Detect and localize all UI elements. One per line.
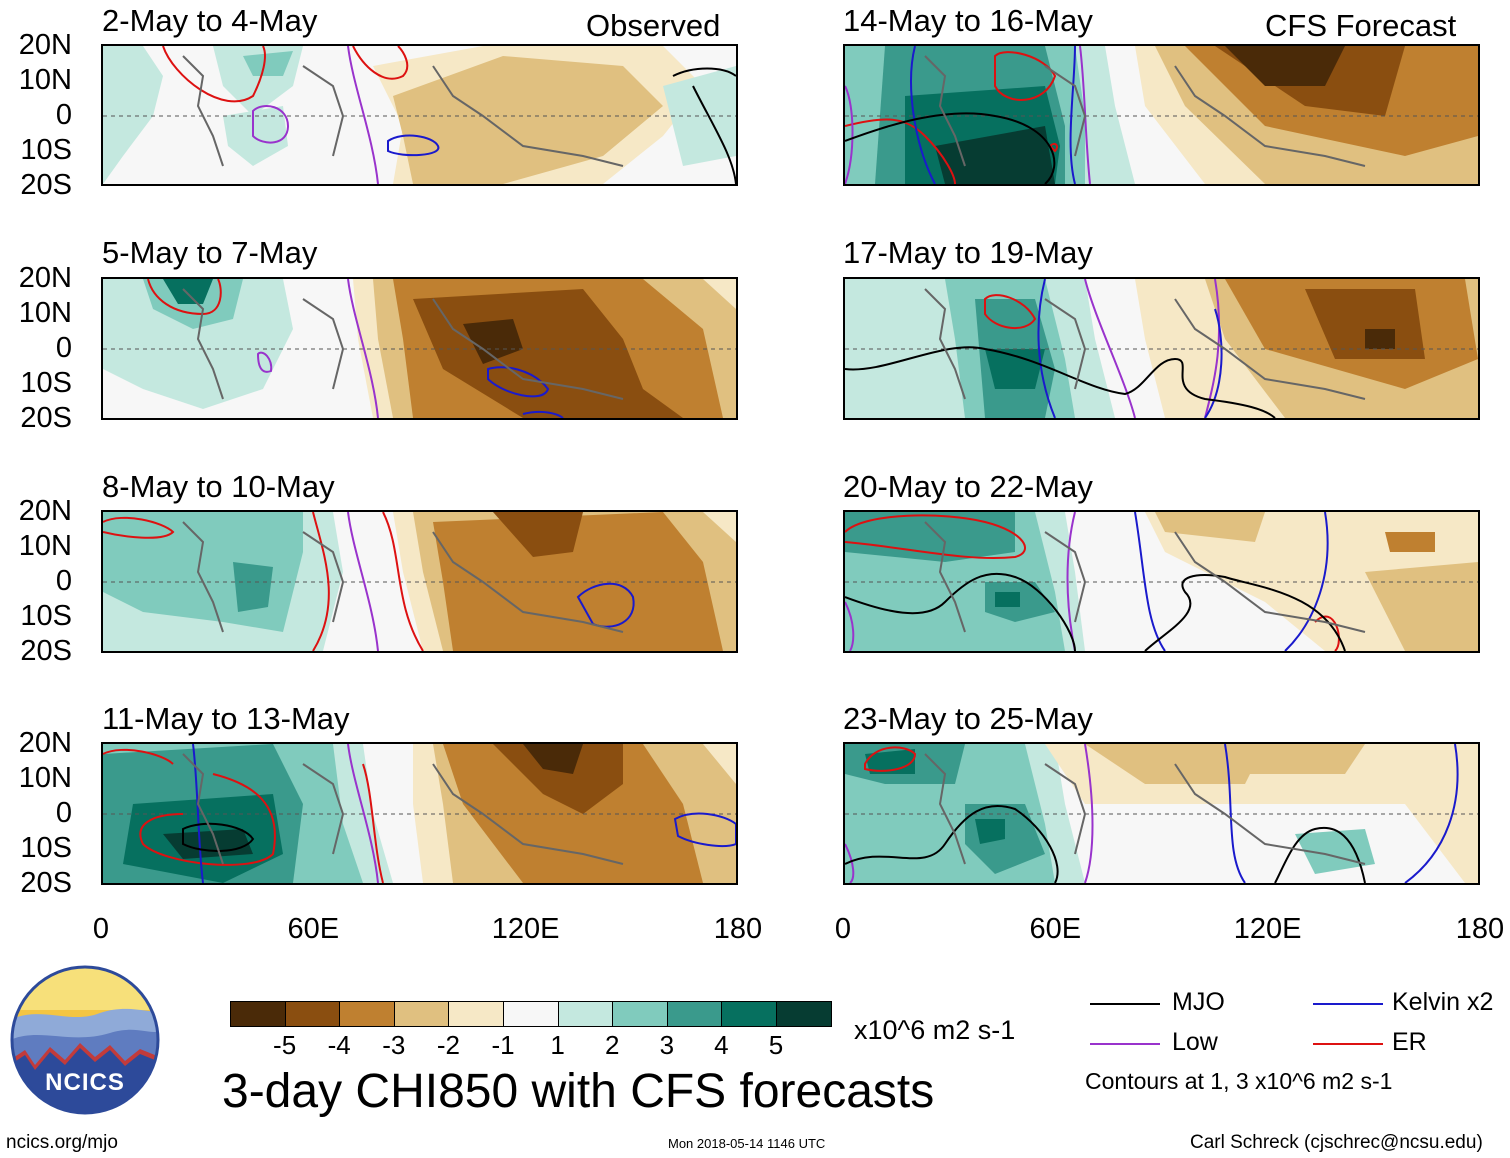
y-axis-label: 20N bbox=[18, 495, 72, 527]
colorbar-swatch bbox=[612, 1001, 668, 1027]
logo-text: NCICS bbox=[45, 1069, 125, 1096]
map-panel-forecast-4 bbox=[843, 742, 1480, 885]
x-axis-label: 0 bbox=[834, 913, 852, 945]
low-swatch bbox=[1090, 1043, 1160, 1045]
colorbar-swatch bbox=[448, 1001, 504, 1027]
colorbar-units: x10^6 m2 s-1 bbox=[854, 1015, 1016, 1045]
x-axis-label: 60E bbox=[1029, 913, 1082, 945]
colorbar-tick-label: -4 bbox=[327, 1030, 351, 1060]
panel-title: 11-May to 13-May bbox=[102, 701, 350, 736]
panel-title: 8-May to 10-May bbox=[102, 469, 335, 504]
colorbar-swatch bbox=[557, 1001, 614, 1027]
y-axis-label: 10S bbox=[20, 600, 72, 632]
map-panel-observed-4 bbox=[101, 742, 738, 885]
colorbar-swatch bbox=[666, 1001, 723, 1027]
observed-header: Observed bbox=[586, 8, 721, 43]
colorbar-tick-label: -1 bbox=[491, 1030, 515, 1060]
colorbar-swatch bbox=[721, 1001, 777, 1027]
panel-title: 5-May to 7-May bbox=[102, 235, 318, 270]
colorbar-swatch bbox=[230, 1001, 286, 1027]
colorbar-tick-label: -3 bbox=[382, 1030, 406, 1060]
footer-credit: Carl Schreck (cjschrec@ncsu.edu) bbox=[1190, 1132, 1483, 1153]
map-panel-forecast-1 bbox=[843, 44, 1480, 186]
colorbar-tick-label: 5 bbox=[768, 1030, 784, 1060]
contour-note: Contours at 1, 3 x10^6 m2 s-1 bbox=[1085, 1068, 1393, 1094]
legend-label-low: Low bbox=[1172, 1028, 1218, 1056]
map-panel-observed-3 bbox=[101, 510, 738, 653]
y-axis-label: 0 bbox=[55, 99, 72, 131]
colorbar-swatch bbox=[339, 1001, 395, 1027]
colorbar-tick-label: 3 bbox=[659, 1030, 675, 1060]
footer-timestamp: Mon 2018-05-14 1146 UTC bbox=[668, 1136, 826, 1151]
x-axis-label: 180 bbox=[1455, 913, 1505, 945]
mjo-swatch bbox=[1090, 1003, 1160, 1005]
y-axis-label: 20N bbox=[18, 727, 72, 759]
y-axis-label: 0 bbox=[55, 565, 72, 597]
er-swatch bbox=[1313, 1043, 1383, 1045]
y-axis-label: 10S bbox=[20, 134, 72, 166]
colorbar-tick-label: -5 bbox=[273, 1030, 297, 1060]
y-axis-label: 20S bbox=[20, 169, 72, 201]
forecast-header: CFS Forecast bbox=[1265, 8, 1457, 43]
map-panel-forecast-2 bbox=[843, 277, 1480, 420]
map-panel-observed-2 bbox=[101, 277, 738, 420]
y-axis-label: 0 bbox=[55, 332, 72, 364]
colorbar-tick-label: -2 bbox=[436, 1030, 460, 1060]
panel-title: 20-May to 22-May bbox=[843, 469, 1093, 504]
y-axis-label: 10S bbox=[20, 832, 72, 864]
y-axis-label: 10N bbox=[18, 297, 72, 329]
map-panel-observed-1 bbox=[101, 44, 738, 186]
colorbar-swatch bbox=[503, 1001, 559, 1027]
footer-url[interactable]: ncics.org/mjo bbox=[6, 1132, 118, 1153]
colorbar-tick-label: 2 bbox=[604, 1030, 620, 1060]
legend-label-kelvin: Kelvin x2 bbox=[1392, 988, 1494, 1016]
y-axis-label: 20N bbox=[18, 262, 72, 294]
x-axis-label: 120E bbox=[491, 913, 560, 945]
x-axis-label: 180 bbox=[713, 913, 763, 945]
kelvin-swatch bbox=[1313, 1003, 1383, 1005]
y-axis-label: 10N bbox=[18, 530, 72, 562]
colorbar-tick-label: 4 bbox=[714, 1030, 729, 1060]
y-axis-label: 20S bbox=[20, 402, 72, 434]
x-axis-label: 60E bbox=[287, 913, 340, 945]
x-axis-label: 0 bbox=[92, 913, 110, 945]
x-axis-label: 120E bbox=[1233, 913, 1302, 945]
colorbar-swatch bbox=[776, 1001, 832, 1027]
y-axis-label: 10N bbox=[18, 762, 72, 794]
map-panel-forecast-3 bbox=[843, 510, 1480, 653]
legend-label-er: ER bbox=[1392, 1028, 1427, 1056]
colorbar-swatch bbox=[284, 1001, 341, 1027]
y-axis-label: 10S bbox=[20, 367, 72, 399]
main-title: 3-day CHI850 with CFS forecasts bbox=[222, 1065, 935, 1118]
ncics-logo: NCICS bbox=[10, 965, 160, 1115]
panel-title: 2-May to 4-May bbox=[102, 3, 318, 38]
panel-title: 23-May to 25-May bbox=[843, 701, 1093, 736]
legend-label-mjo: MJO bbox=[1172, 988, 1225, 1016]
y-axis-label: 0 bbox=[55, 797, 72, 829]
y-axis-label: 20S bbox=[20, 635, 72, 667]
panel-title: 14-May to 16-May bbox=[843, 3, 1093, 38]
y-axis-label: 10N bbox=[18, 64, 72, 96]
colorbar-swatch bbox=[393, 1001, 450, 1027]
y-axis-label: 20N bbox=[18, 29, 72, 61]
panel-title: 17-May to 19-May bbox=[843, 235, 1093, 270]
y-axis-label: 20S bbox=[20, 867, 72, 899]
colorbar-tick-label: 1 bbox=[550, 1030, 565, 1060]
